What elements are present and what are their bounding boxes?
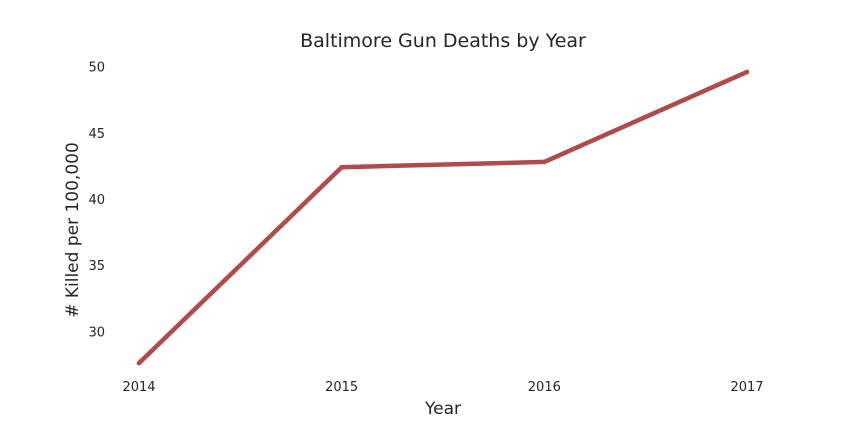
x-axis-ticks: 2014 2015 2016 2017 (122, 380, 763, 395)
y-tick-label: 40 (88, 193, 105, 208)
x-tick-label: 2015 (325, 380, 358, 395)
y-tick-label: 35 (88, 259, 105, 274)
data-point (744, 69, 750, 75)
x-tick-label: 2016 (528, 380, 561, 395)
y-tick-label: 50 (88, 61, 105, 76)
x-tick-label: 2014 (122, 380, 155, 395)
data-point (542, 159, 547, 165)
y-tick-label: 30 (88, 325, 105, 340)
data-point (339, 164, 344, 170)
series-layer (136, 69, 750, 366)
chart-title: Baltimore Gun Deaths by Year (300, 30, 586, 52)
x-axis-label: Year (424, 399, 461, 419)
series-line (136, 69, 750, 366)
y-axis-label: # Killed per 100,000 (63, 142, 83, 318)
x-tick-label: 2017 (730, 380, 763, 395)
y-axis-ticks: 30 35 40 45 50 (88, 61, 105, 341)
y-tick-label: 45 (88, 127, 105, 142)
data-point (136, 360, 142, 366)
